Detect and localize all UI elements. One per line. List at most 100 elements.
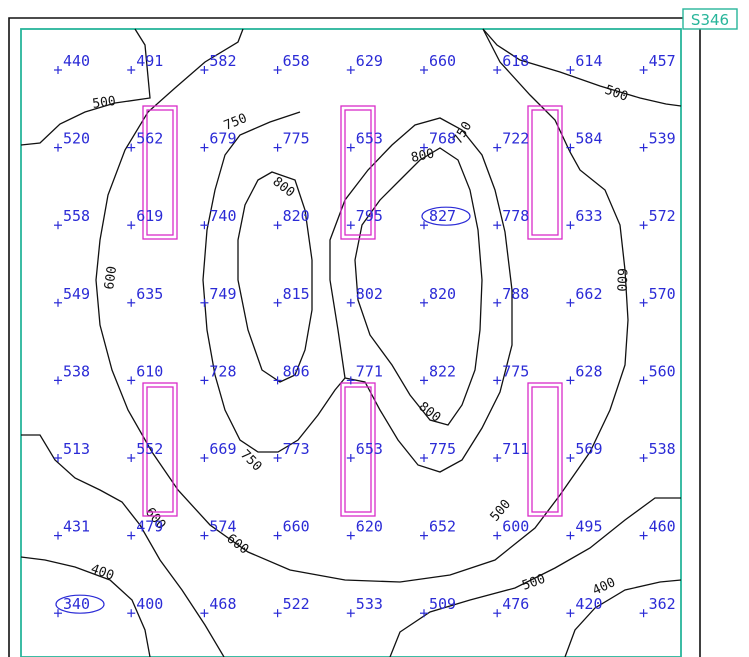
isoline-label: 800 — [270, 174, 298, 200]
grid-point[interactable]: 420 — [566, 595, 602, 617]
grid-point[interactable]: 457 — [640, 52, 676, 74]
grid-point[interactable]: 460 — [640, 518, 676, 540]
illuminance-value: 538 — [649, 440, 676, 458]
grid-point[interactable]: 802 — [347, 285, 383, 307]
grid-point[interactable]: 728 — [200, 362, 236, 384]
illuminance-value: 722 — [502, 130, 529, 148]
illuminance-value: 610 — [136, 362, 163, 380]
grid-point[interactable]: 538 — [640, 440, 676, 462]
grid-point[interactable]: 400 — [127, 595, 163, 617]
grid-point[interactable]: 538 — [54, 362, 90, 384]
grid-point[interactable]: 662 — [566, 285, 602, 307]
grid-point[interactable]: 778 — [493, 207, 529, 229]
isoline-label: 600 — [102, 265, 120, 290]
grid-point[interactable]: 549 — [54, 285, 90, 307]
grid-point[interactable]: 771 — [347, 362, 383, 384]
grid-point[interactable]: 629 — [347, 52, 383, 74]
grid-point[interactable]: 569 — [566, 440, 602, 462]
grid-point[interactable]: 533 — [347, 595, 383, 617]
grid-point[interactable]: 628 — [566, 362, 602, 384]
illuminance-value: 491 — [136, 52, 163, 70]
grid-point[interactable]: 479 — [127, 518, 163, 540]
illuminance-value: 476 — [502, 595, 529, 613]
grid-point[interactable]: 660 — [420, 52, 456, 74]
grid-point[interactable]: 740 — [200, 207, 236, 229]
grid-point[interactable]: 653 — [347, 440, 383, 462]
grid-point[interactable]: 562 — [127, 130, 163, 152]
luminaire[interactable] — [528, 383, 562, 516]
grid-point[interactable]: 572 — [640, 207, 676, 229]
isoline-500-top-left — [21, 29, 150, 145]
wall-outline — [9, 18, 690, 657]
grid-point[interactable]: 820 — [274, 207, 310, 229]
isoline-750-left — [203, 112, 345, 452]
grid-point[interactable]: 788 — [493, 285, 529, 307]
illuminance-value: 815 — [283, 285, 310, 303]
illuminance-value: 522 — [283, 595, 310, 613]
grid-point[interactable]: 340 — [54, 595, 104, 617]
illuminance-value: 509 — [429, 595, 456, 613]
illuminance-value: 495 — [575, 518, 602, 536]
grid-point[interactable]: 619 — [127, 207, 163, 229]
luminaire[interactable] — [528, 106, 562, 239]
grid-point[interactable]: 775 — [420, 440, 456, 462]
grid-point[interactable]: 815 — [274, 285, 310, 307]
grid-point[interactable]: 722 — [493, 130, 529, 152]
illuminance-value: 400 — [136, 595, 163, 613]
illuminance-value: 574 — [209, 518, 236, 536]
grid-point[interactable]: 495 — [566, 518, 602, 540]
grid-point[interactable]: 749 — [200, 285, 236, 307]
room-tag[interactable]: S346 — [683, 9, 737, 29]
grid-point[interactable]: 582 — [200, 52, 236, 74]
illuminance-value: 740 — [209, 207, 236, 225]
grid-point[interactable]: 468 — [200, 595, 236, 617]
grid-point[interactable]: 633 — [566, 207, 602, 229]
grid-point[interactable]: 520 — [54, 130, 90, 152]
grid-point[interactable]: 775 — [493, 362, 529, 384]
isoline-800-left — [238, 172, 312, 382]
grid-point[interactable]: 491 — [127, 52, 163, 74]
grid-point[interactable]: 513 — [54, 440, 90, 462]
grid-point[interactable]: 476 — [493, 595, 529, 617]
illuminance-value: 827 — [429, 207, 456, 225]
grid-point[interactable]: 820 — [420, 285, 456, 307]
illuminance-value: 440 — [63, 52, 90, 70]
grid-point[interactable]: 570 — [640, 285, 676, 307]
grid-point[interactable]: 539 — [640, 130, 676, 152]
grid-point[interactable]: 431 — [54, 518, 90, 540]
illuminance-value: 820 — [429, 285, 456, 303]
grid-point[interactable]: 584 — [566, 130, 602, 152]
grid-point[interactable]: 660 — [274, 518, 310, 540]
illuminance-value: 658 — [283, 52, 310, 70]
grid-point[interactable]: 669 — [200, 440, 236, 462]
grid-point[interactable]: 558 — [54, 207, 90, 229]
grid-point[interactable]: 522 — [274, 595, 310, 617]
grid-point[interactable]: 552 — [127, 440, 163, 462]
grid-point[interactable]: 795 — [347, 207, 383, 229]
grid-point[interactable]: 362 — [640, 595, 676, 617]
isoline-600-outer — [96, 29, 628, 582]
illuminance-value: 633 — [575, 207, 602, 225]
illuminance-value: 558 — [63, 207, 90, 225]
grid-point[interactable]: 560 — [640, 362, 676, 384]
grid-point[interactable]: 635 — [127, 285, 163, 307]
grid-point[interactable]: 679 — [200, 130, 236, 152]
room-frame — [21, 29, 681, 657]
grid-point[interactable]: 711 — [493, 440, 529, 462]
illuminance-value: 340 — [63, 595, 90, 613]
illuminance-value: 628 — [575, 362, 602, 380]
grid-point[interactable]: 509 — [420, 595, 456, 617]
grid-point[interactable]: 610 — [127, 362, 163, 384]
illuminance-value: 822 — [429, 362, 456, 380]
grid-point[interactable]: 440 — [54, 52, 90, 74]
grid-point[interactable]: 618 — [493, 52, 529, 74]
grid-point[interactable]: 652 — [420, 518, 456, 540]
illuminance-value: 775 — [429, 440, 456, 458]
grid-point[interactable]: 614 — [566, 52, 602, 74]
grid-point[interactable]: 620 — [347, 518, 383, 540]
grid-point[interactable]: 658 — [274, 52, 310, 74]
grid-point[interactable]: 827 — [420, 207, 470, 229]
grid-point[interactable]: 822 — [420, 362, 456, 384]
grid-point[interactable]: 775 — [274, 130, 310, 152]
grid-point[interactable]: 653 — [347, 130, 383, 152]
